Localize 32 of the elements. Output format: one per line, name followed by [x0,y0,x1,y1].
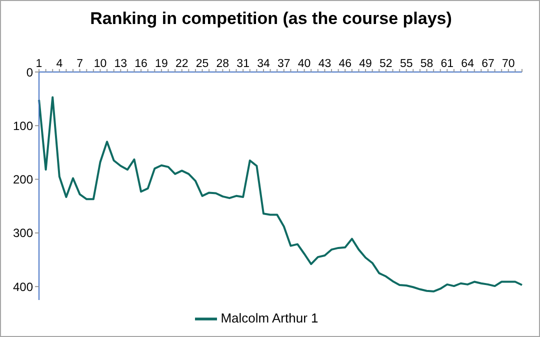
y-tick-label: 400 [12,280,34,294]
x-tick-label: 40 [298,58,311,70]
x-tick-label: 34 [257,58,270,70]
x-tick-label: 43 [318,58,332,70]
x-tick-label: 28 [216,58,230,70]
chart-title: Ranking in competition (as the course plays) [89,9,453,29]
x-tick-label: 61 [440,58,454,70]
y-tick-label: 200 [12,172,34,187]
x-tick-label: 37 [278,58,290,70]
x-tick-label: 7 [76,58,84,70]
x-tick-label: 4 [56,58,64,70]
y-tick-label: 0 [26,65,34,80]
y-tick-label: 300 [12,226,34,240]
line-series [38,96,523,292]
x-tick-label: 19 [155,58,168,70]
x-tick-label: 22 [175,58,188,70]
x-tick-label: 25 [196,58,209,70]
x-tick-label: 52 [380,58,392,70]
x-tick-label: 13 [114,58,128,70]
x-tick-label: 1 [36,58,42,70]
x-tick-label: 58 [420,58,434,70]
x-tick-label: 64 [461,58,475,70]
x-tick-label: 46 [338,58,352,70]
x-tick-label: 49 [359,58,372,70]
x-tick-label: 55 [400,58,413,70]
x-tick-label: 67 [482,58,494,70]
y-tick-label: 100 [12,118,34,133]
legend-label: Malcolm Arthur 1 [220,310,318,326]
x-tick-label: 31 [236,58,250,70]
x-tick-label: 16 [134,58,148,70]
x-tick-label: 70 [502,58,515,70]
x-tick-label: 10 [94,58,107,70]
